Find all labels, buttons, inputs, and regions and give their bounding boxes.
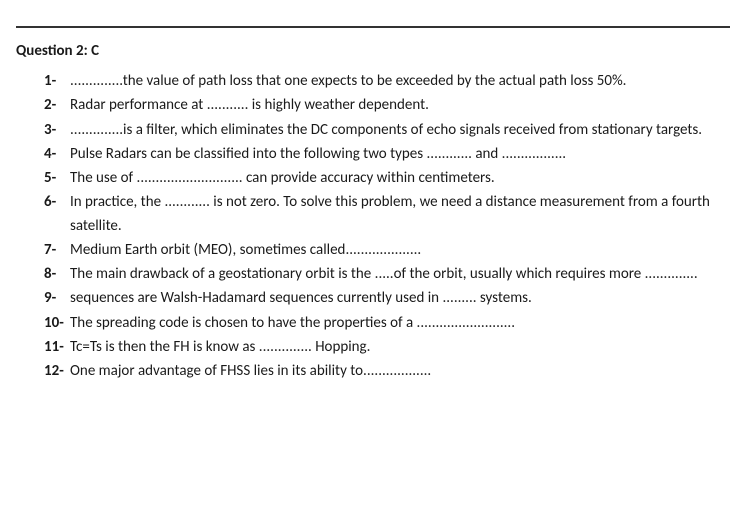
- item-number: 11-: [44, 336, 70, 359]
- item-number: 2-: [44, 94, 70, 117]
- list-item: 11- Tc=Ts is then the FH is know as ....…: [44, 336, 730, 359]
- item-number: 9-: [44, 287, 70, 310]
- item-text: The use of ............................ …: [70, 167, 730, 190]
- item-number: 1-: [44, 70, 70, 93]
- item-text: One major advantage of FHSS lies in its …: [70, 360, 730, 383]
- item-text: Pulse Radars can be classified into the …: [70, 143, 730, 166]
- item-number: 7-: [44, 239, 70, 262]
- question-items: 1- ..............the value of path loss …: [16, 70, 730, 383]
- item-number: 4-: [44, 143, 70, 166]
- item-number: 6-: [44, 191, 70, 238]
- question-title: Question 2: C: [16, 42, 730, 60]
- item-text: In practice, the ............ is not zer…: [70, 191, 730, 238]
- list-item: 5- The use of ..........................…: [44, 167, 730, 190]
- item-text: Radar performance at ........... is high…: [70, 94, 730, 117]
- item-text: Medium Earth orbit (MEO), sometimes call…: [70, 239, 730, 262]
- list-item: 1- ..............the value of path loss …: [44, 70, 730, 93]
- item-number: 5-: [44, 167, 70, 190]
- item-text: sequences are Walsh-Hadamard sequences c…: [70, 287, 730, 310]
- item-text: ..............the value of path loss tha…: [70, 70, 730, 93]
- item-text: The spreading code is chosen to have the…: [70, 312, 730, 335]
- list-item: 8- The main drawback of a geostationary …: [44, 263, 730, 286]
- item-number: 8-: [44, 263, 70, 286]
- item-number: 3-: [44, 119, 70, 142]
- list-item: 3- ..............is a filter, which elim…: [44, 119, 730, 142]
- item-number: 12-: [44, 360, 70, 383]
- list-item: 10- The spreading code is chosen to have…: [44, 312, 730, 335]
- item-text: The main drawback of a geostationary orb…: [70, 263, 730, 286]
- list-item: 9- sequences are Walsh-Hadamard sequence…: [44, 287, 730, 310]
- item-text: ..............is a filter, which elimina…: [70, 119, 730, 142]
- list-item: 7- Medium Earth orbit (MEO), sometimes c…: [44, 239, 730, 262]
- list-item: 12- One major advantage of FHSS lies in …: [44, 360, 730, 383]
- item-number: 10-: [44, 312, 70, 335]
- list-item: 6- In practice, the ............ is not …: [44, 191, 730, 238]
- list-item: 4- Pulse Radars can be classified into t…: [44, 143, 730, 166]
- list-item: 2- Radar performance at ........... is h…: [44, 94, 730, 117]
- divider-top: [16, 26, 730, 28]
- item-text: Tc=Ts is then the FH is know as ........…: [70, 336, 730, 359]
